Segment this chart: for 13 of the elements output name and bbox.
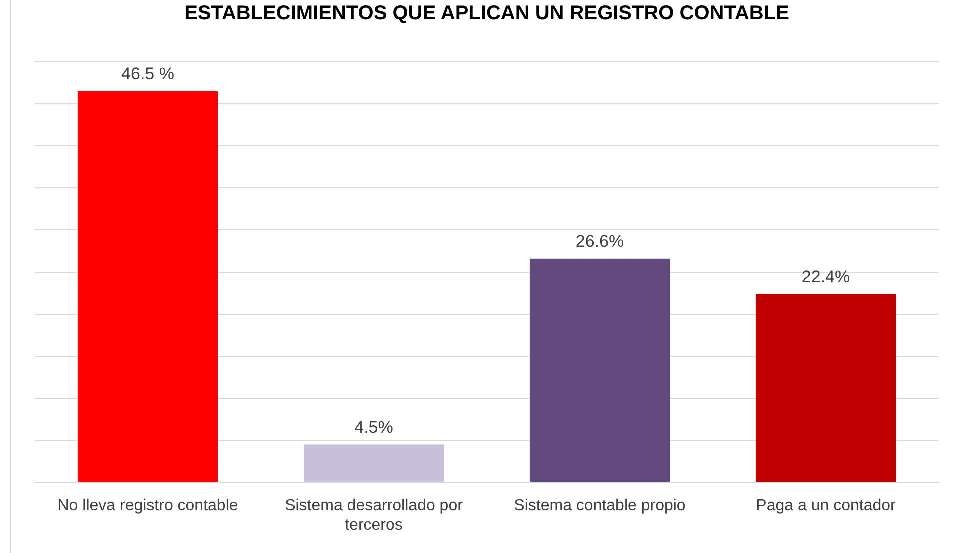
data-label: 46.5 % — [122, 64, 174, 84]
bar — [78, 91, 218, 482]
bar — [530, 258, 670, 482]
x-tick-label: Paga a un contador — [756, 498, 896, 515]
data-label: 4.5% — [354, 418, 394, 437]
x-tick-label: Sistema desarrollado por terceros — [285, 498, 464, 534]
bar — [304, 444, 444, 482]
data-label: 22.4% — [802, 267, 850, 286]
bar — [756, 294, 896, 482]
chart-title: ESTABLECIMIENTOS QUE APLICAN UN REGISTRO CONTABLE — [184, 2, 790, 25]
data-label: 26.6% — [576, 232, 624, 252]
x-tick-label: Sistema contable propio — [514, 498, 686, 515]
x-tick-label: No lleva registro contable — [58, 498, 238, 515]
